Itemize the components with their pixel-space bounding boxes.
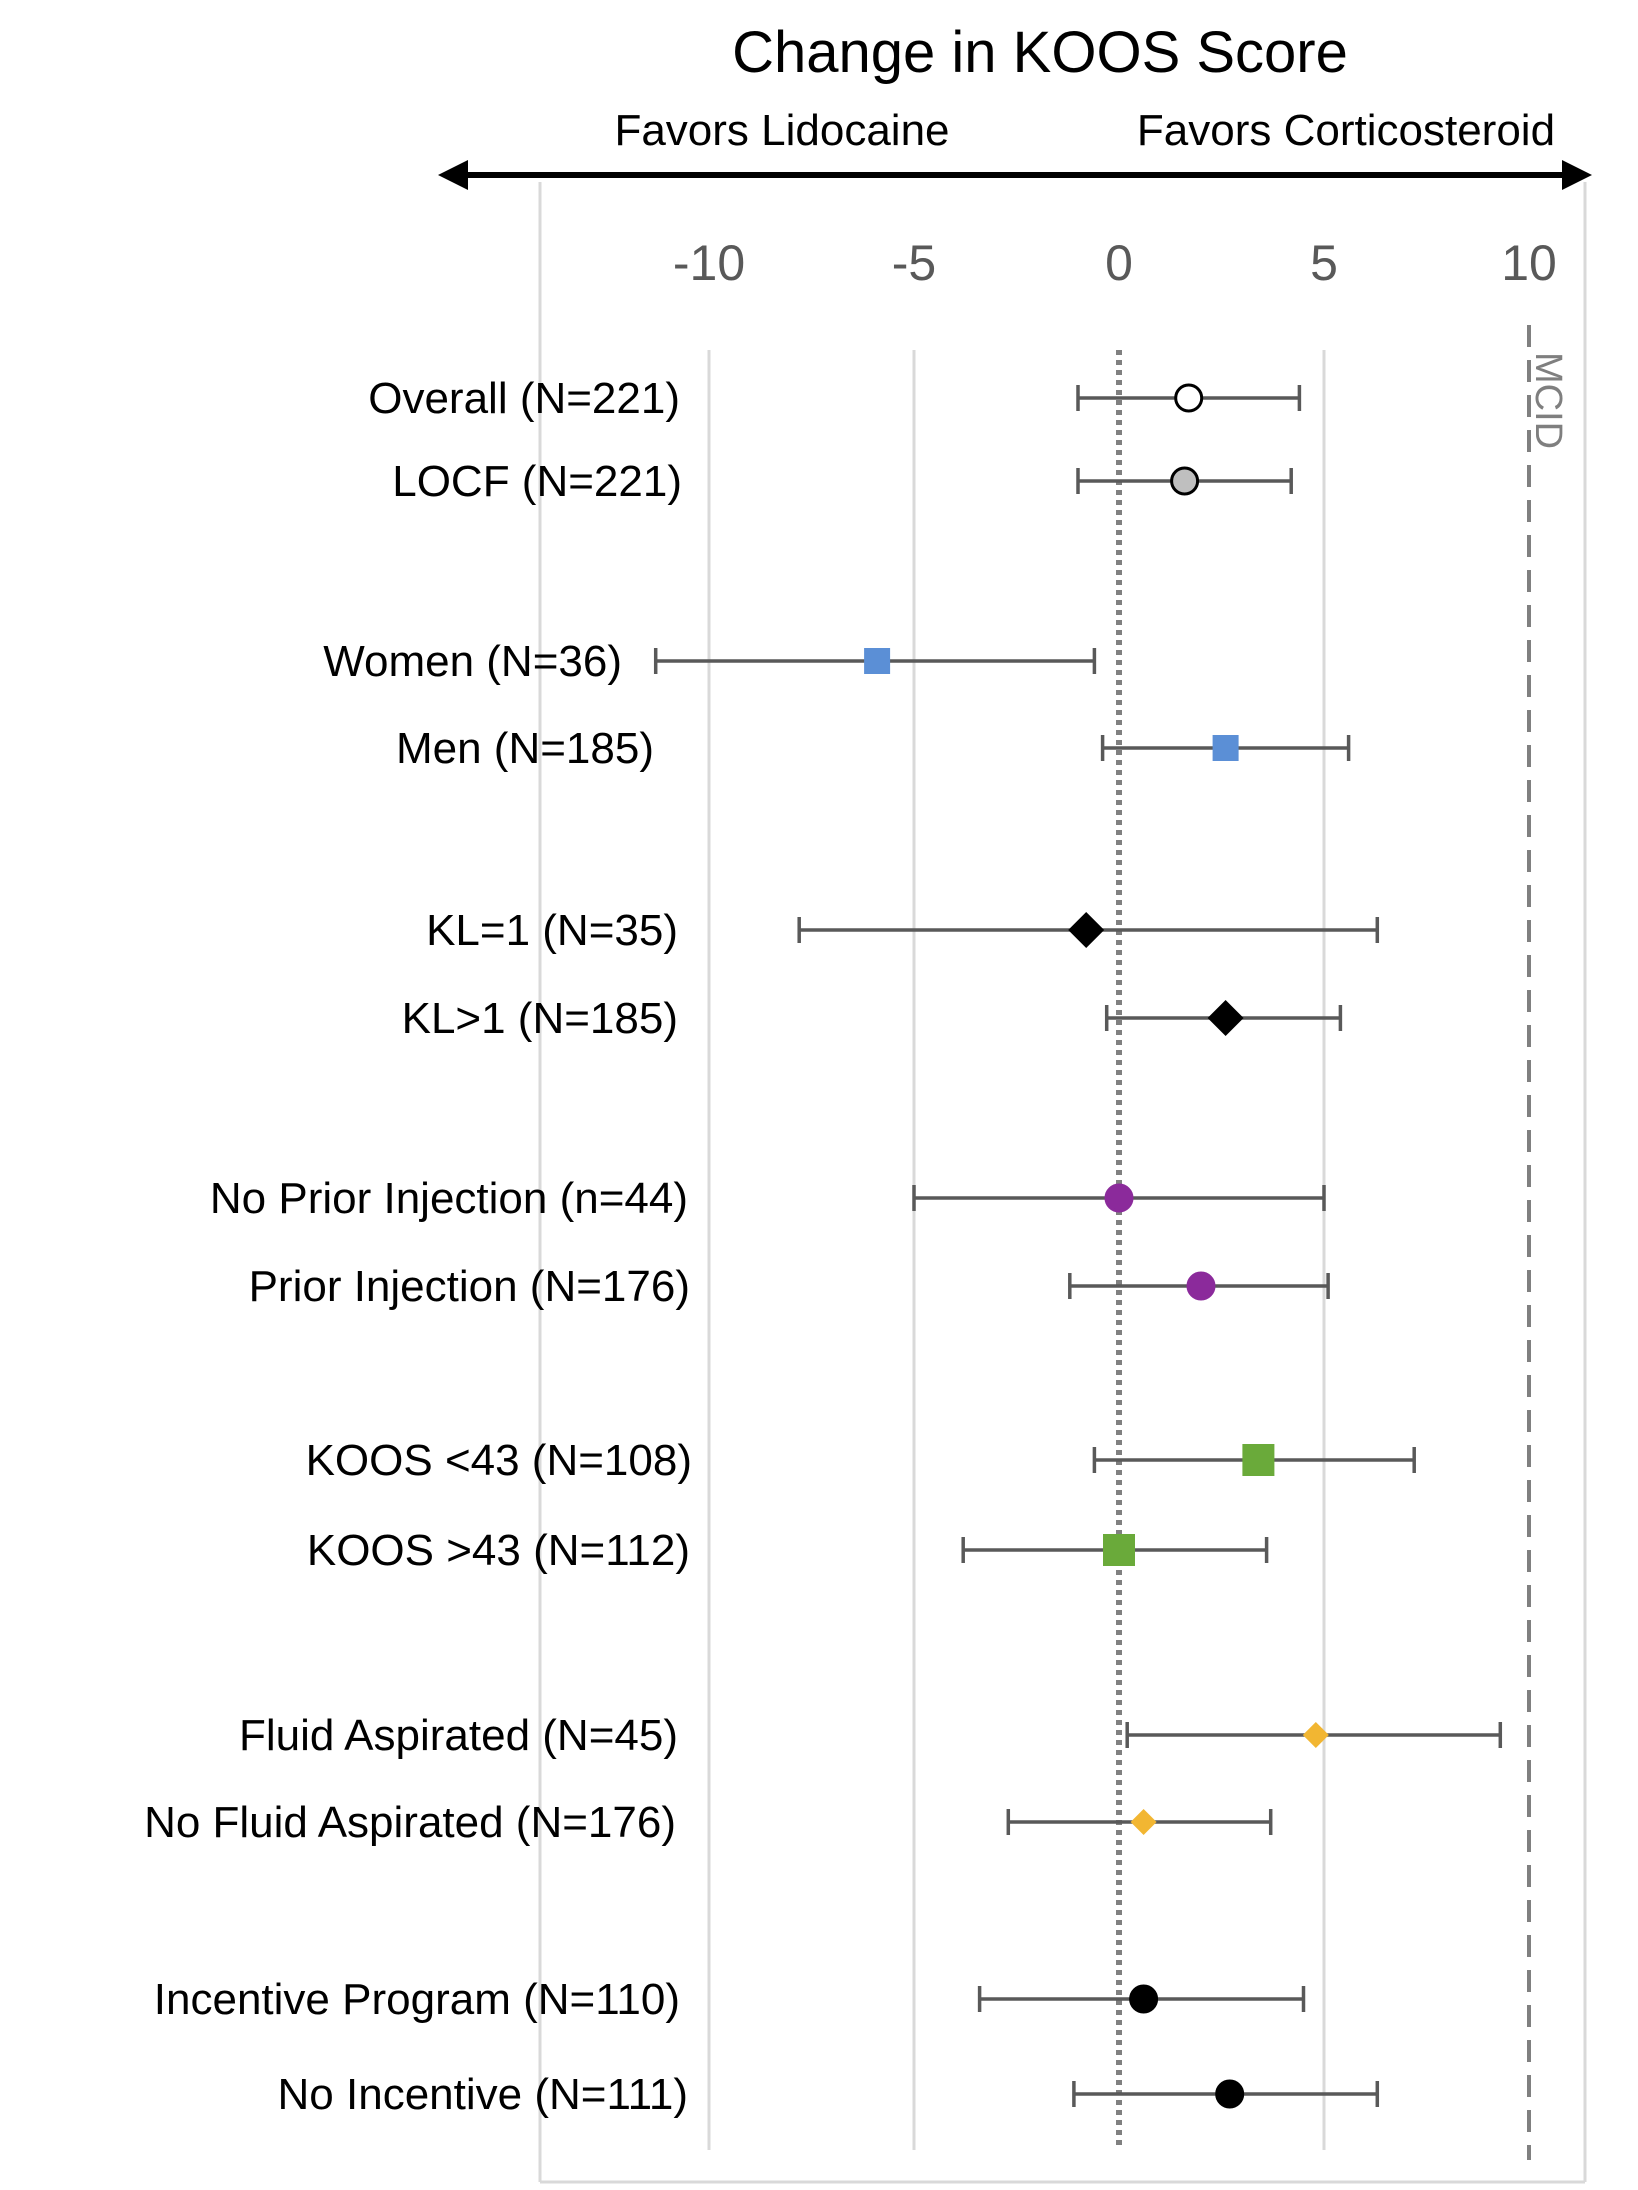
point-estimate: [1104, 1183, 1134, 1213]
row-label: No Fluid Aspirated (N=176): [144, 1798, 676, 1847]
x-tick-label: 5: [1310, 235, 1338, 291]
point-estimate: [1207, 1000, 1244, 1036]
forest-row: No Prior Injection (n=44): [210, 1174, 1326, 1223]
row-label: Overall (N=221): [368, 374, 680, 423]
forest-rows: Overall (N=221) LOCF (N=221) Women (N=36) M…: [144, 374, 1503, 2119]
gridlines: [707, 350, 1326, 2150]
forest-row: Incentive Program (N=110): [154, 1975, 1306, 2024]
forest-row: No Fluid Aspirated (N=176): [144, 1798, 1273, 1847]
point-estimate: [1215, 2079, 1245, 2109]
favors-left-label: Favors Lidocaine: [614, 106, 949, 155]
row-label: Incentive Program (N=110): [154, 1975, 680, 2024]
row-label: Men (N=185): [396, 724, 654, 773]
row-label: No Incentive (N=111): [278, 2070, 688, 2119]
forest-row: Prior Injection (N=176): [249, 1262, 1330, 1311]
row-label: LOCF (N=221): [392, 457, 682, 506]
point-estimate: [1170, 466, 1200, 496]
row-label: Women (N=36): [323, 637, 622, 686]
chart-title: Change in KOOS Score: [732, 20, 1348, 85]
forest-row: KOOS <43 (N=108): [306, 1436, 1416, 1485]
row-label: Prior Injection (N=176): [249, 1262, 690, 1311]
x-tick-label: 0: [1105, 235, 1133, 291]
point-estimate: [1212, 735, 1239, 761]
point-estimate: [1242, 1444, 1275, 1476]
point-estimate: [1130, 1809, 1157, 1835]
point-estimate: [1103, 1534, 1135, 1566]
point-estimate: [1186, 1271, 1216, 1301]
forest-row: KL=1 (N=35): [426, 906, 1380, 955]
reference-lines: [1116, 325, 1531, 2160]
forest-row: LOCF (N=221): [392, 457, 1293, 506]
forest-row: Fluid Aspirated (N=45): [239, 1711, 1503, 1760]
point-estimate: [1068, 912, 1105, 948]
favors-right-label: Favors Corticosteroid: [1137, 106, 1555, 155]
point-estimate: [1302, 1722, 1329, 1748]
forest-row: KL>1 (N=185): [402, 994, 1343, 1043]
row-label: KL>1 (N=185): [402, 994, 678, 1043]
x-tick-label: -15: [468, 235, 540, 291]
row-label: KOOS <43 (N=108): [306, 1436, 692, 1485]
x-tick-labels: -15 -10 -5 0 5 10: [468, 235, 1557, 291]
forest-row: Women (N=36): [323, 637, 1097, 686]
point-estimate: [864, 648, 891, 674]
direction-arrow: [438, 160, 1592, 190]
row-label: No Prior Injection (n=44): [210, 1174, 688, 1223]
forest-row: No Incentive (N=111): [278, 2070, 1380, 2119]
point-estimate: [1174, 383, 1204, 413]
forest-row: KOOS >43 (N=112): [307, 1526, 1269, 1575]
x-tick-label: -10: [673, 235, 745, 291]
mcid-label: MCID: [1527, 352, 1569, 449]
forest-row: Men (N=185): [396, 724, 1351, 773]
x-tick-label: 10: [1501, 235, 1557, 291]
row-label: KL=1 (N=35): [426, 906, 678, 955]
row-label: Fluid Aspirated (N=45): [239, 1711, 678, 1760]
x-tick-label: -5: [892, 235, 936, 291]
row-label: KOOS >43 (N=112): [307, 1526, 690, 1575]
forest-row: Overall (N=221): [368, 374, 1302, 423]
point-estimate: [1129, 1984, 1159, 2014]
